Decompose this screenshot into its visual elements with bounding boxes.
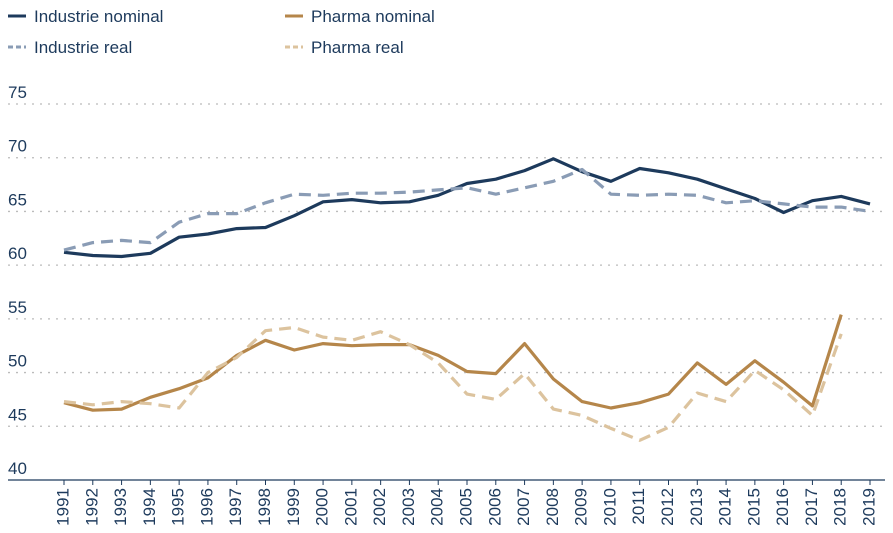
x-tick-label: 1993 [111,488,130,526]
x-tick-label: 2006 [485,488,504,526]
line-series [63,157,871,259]
y-tick-label: 70 [8,137,27,156]
y-tick-label: 65 [8,190,27,209]
y-tick-label: 55 [8,298,27,317]
legend-label: Pharma real [311,38,404,57]
x-tick-label: 2013 [687,488,706,526]
x-tick-label: 1992 [82,488,101,526]
x-tick-label: 1991 [53,488,72,526]
legend-label: Industrie nominal [34,7,163,26]
x-tick-label: 2005 [456,488,475,526]
x-tick-label: 2019 [859,488,878,526]
x-tick-label: 1996 [197,488,216,526]
x-tick-label: 2000 [313,488,332,526]
x-tick-label: 2015 [744,488,763,526]
line-series [63,314,843,412]
line-series [63,167,871,252]
x-tick-label: 2001 [341,488,360,526]
y-tick-label: 40 [8,459,27,478]
x-tick-label: 2018 [831,488,850,526]
y-tick-label: 75 [8,83,27,102]
x-tick-label: 2012 [658,488,677,526]
y-tick-label: 60 [8,244,27,263]
x-tick-label: 1997 [226,488,245,526]
x-tick-label: 2004 [428,488,447,526]
x-tick-label: 2011 [629,488,648,525]
y-tick-label: 45 [8,405,27,424]
x-tick-label: 2016 [773,488,792,526]
y-tick-label: 50 [8,352,27,371]
x-tick-label: 2003 [399,488,418,526]
x-tick-label: 1995 [169,488,188,526]
x-tick-label: 2009 [572,488,591,526]
x-tick-label: 1994 [140,488,159,526]
line-series [63,325,843,442]
x-tick-label: 2007 [514,488,533,526]
x-tick-label: 2014 [716,488,735,526]
x-tick-label: 2017 [802,488,821,526]
x-tick-label: 2002 [370,488,389,526]
x-tick-label: 1998 [255,488,274,526]
x-tick-label: 2008 [543,488,562,526]
legend-label: Pharma nominal [311,7,435,26]
x-tick-label: 1999 [284,488,303,526]
legend-label: Industrie real [34,38,132,57]
x-tick-label: 2010 [600,488,619,526]
